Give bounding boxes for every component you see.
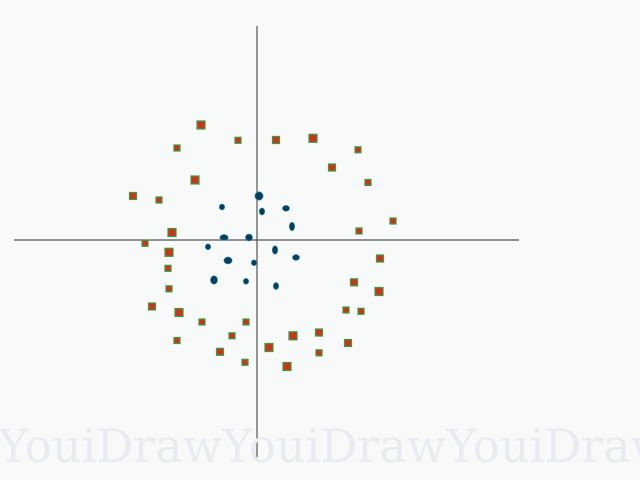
outer-point <box>315 349 323 357</box>
outer-point <box>128 191 138 201</box>
inner-point <box>218 203 225 211</box>
watermark-text: YouiDraw <box>0 419 222 473</box>
watermark: YouiDraw YouiDraw YouiDraw <box>0 419 640 473</box>
outer-point <box>327 163 337 172</box>
outer-point <box>364 178 372 187</box>
outer-point <box>241 358 249 366</box>
inner-point <box>271 245 278 255</box>
inner-point <box>272 282 279 290</box>
outer-point <box>155 196 163 204</box>
outer-point <box>271 135 281 145</box>
outer-point <box>389 217 397 225</box>
inner-point <box>223 256 233 265</box>
outer-point <box>165 285 173 293</box>
outer-point <box>349 278 359 287</box>
inner-point <box>219 234 229 241</box>
outer-point <box>164 247 174 257</box>
outer-point <box>198 318 206 326</box>
axes <box>14 26 519 460</box>
outer-point <box>242 318 250 326</box>
outer-point <box>308 133 318 143</box>
inner-point <box>245 233 253 242</box>
outer-ring-series <box>128 120 397 372</box>
inner-point <box>258 207 265 216</box>
outer-point <box>375 254 385 263</box>
inner-cluster-series <box>204 191 300 290</box>
outer-point <box>282 361 292 372</box>
outer-point <box>174 307 184 318</box>
outer-point <box>228 332 236 340</box>
inner-point <box>242 278 249 285</box>
inner-point <box>292 254 300 261</box>
outer-point <box>342 306 350 314</box>
outer-point <box>354 146 362 154</box>
watermark-text: YouiDraw <box>221 419 446 473</box>
outer-point <box>288 331 298 341</box>
outer-point <box>196 120 206 130</box>
outer-point <box>190 175 200 185</box>
inner-point <box>204 243 211 250</box>
outer-point <box>234 136 242 144</box>
inner-point <box>250 259 257 266</box>
outer-point <box>173 336 181 345</box>
outer-point <box>374 286 384 297</box>
inner-point <box>254 191 264 201</box>
inner-point <box>288 221 295 231</box>
outer-point <box>141 239 149 247</box>
outer-point <box>357 307 365 315</box>
outer-point <box>173 144 181 152</box>
outer-point <box>355 227 363 235</box>
outer-point <box>264 342 274 353</box>
outer-point <box>164 264 172 272</box>
outer-point <box>314 328 324 337</box>
outer-point <box>343 338 353 348</box>
inner-point <box>210 275 218 285</box>
outer-point <box>147 302 157 311</box>
outer-point <box>215 347 225 356</box>
inner-point <box>282 205 290 212</box>
outer-point <box>167 227 177 238</box>
watermark-text: YouiDraw <box>445 419 640 473</box>
